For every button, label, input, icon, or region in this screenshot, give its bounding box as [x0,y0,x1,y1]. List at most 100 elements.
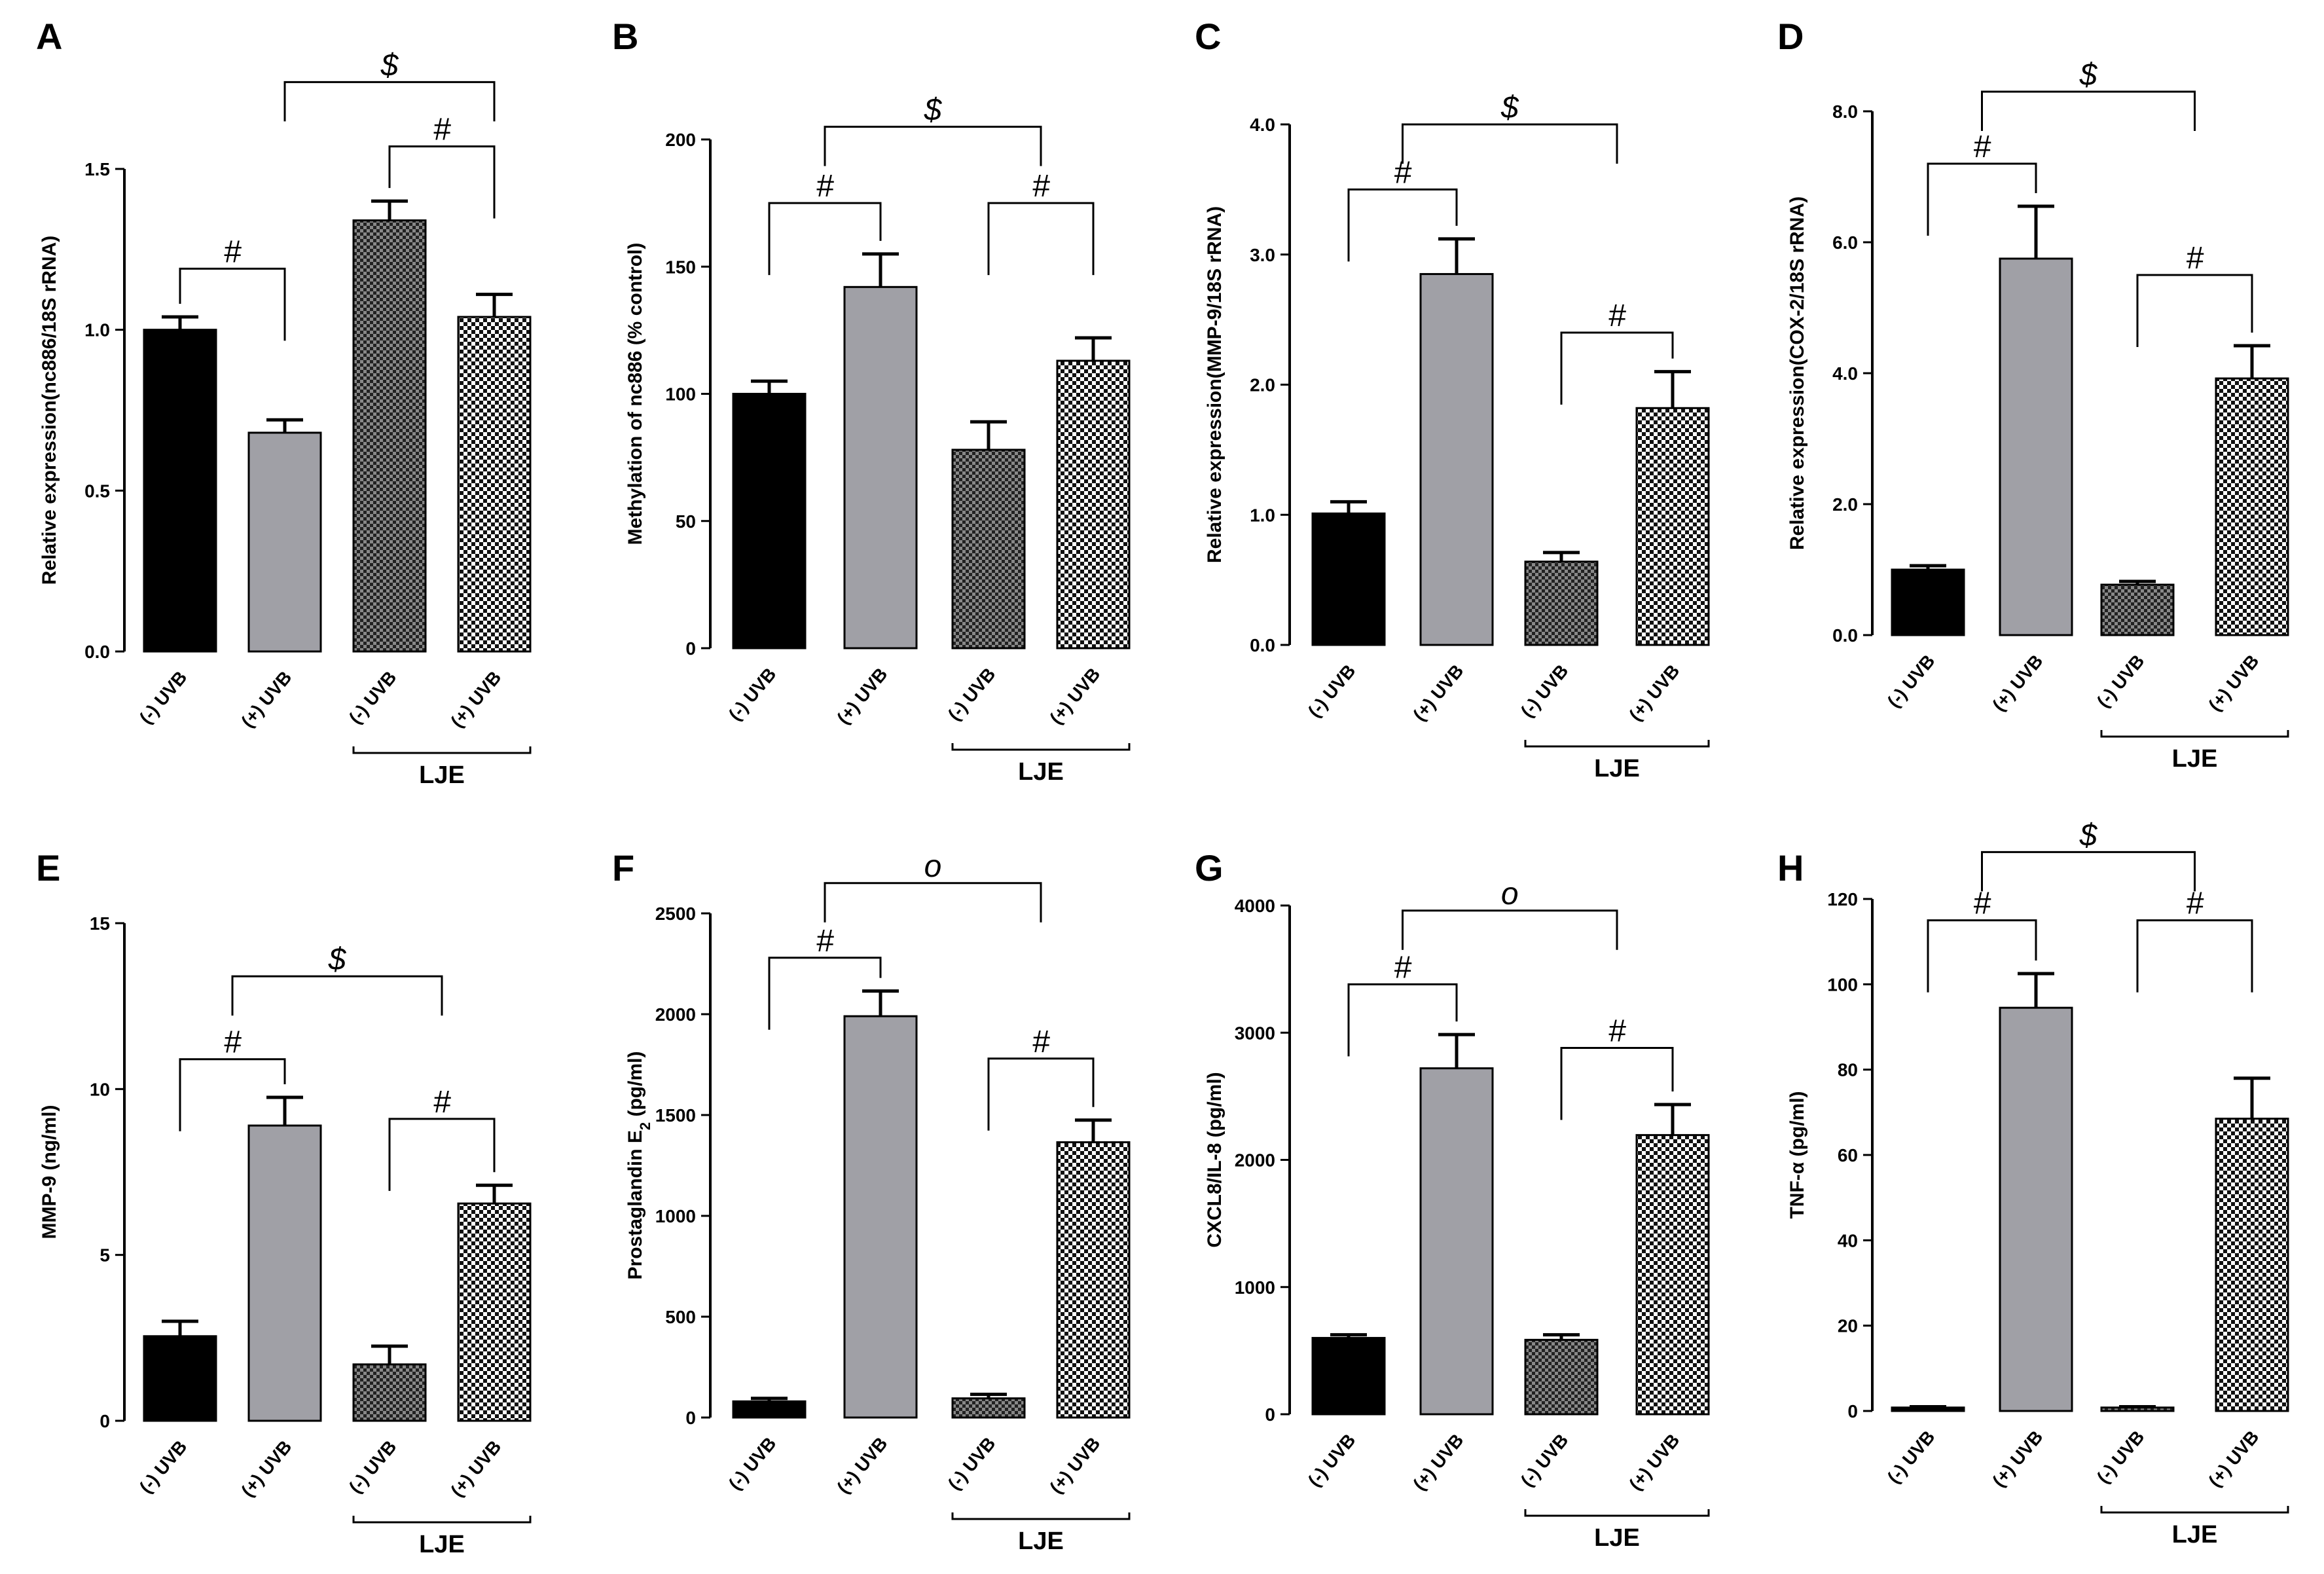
y-tick-label: 40 [1838,1230,1858,1251]
y-tick-label: 1.5 [84,159,110,179]
x-category-label: (-) UVB [136,667,191,728]
bar-3 [352,1363,427,1422]
group-label: LJE [2172,745,2218,773]
panel-letter: A [36,16,62,57]
significance-bracket [231,975,443,1016]
panel-letter: C [1195,16,1221,57]
y-tick-label: 2000 [1235,1150,1275,1171]
significance-marker: # [1394,950,1412,985]
x-category-label: (-) UVB [345,1437,401,1497]
bar-3 [352,219,427,653]
group-label: LJE [419,1531,465,1558]
y-axis-label: Methylation of nc886 (% control) [625,243,646,545]
significance-bracket [1347,983,1458,1057]
y-axis-label-units: (pg/ml) [625,1052,646,1122]
bar-3 [1524,1338,1599,1416]
y-tick-label: 2000 [655,1004,696,1025]
y-tick-label: 3000 [1235,1023,1275,1043]
group-bracket [951,743,1131,751]
bar-3 [951,1397,1026,1419]
y-tick-label: 60 [1838,1145,1858,1165]
significance-bracket [1560,1047,1674,1120]
bar-2 [247,1124,322,1422]
bar-1 [1311,512,1386,646]
significance-marker: # [433,113,452,147]
x-category-label: (-) UVB [345,667,401,728]
y-tick-label: 3.0 [1250,245,1275,265]
significance-bracket [179,267,286,341]
significance-bracket [1560,331,1674,405]
group-bracket [2100,1506,2289,1514]
significance-bracket [2136,274,2253,347]
panel-G: G 0 1000 2000 3000 4000 CXCL8/IL-8 (pg/ml) (-) … [1195,847,1710,1552]
y-tick-label: 80 [1838,1060,1858,1080]
x-category-label: (-) UVB [2093,1427,2149,1488]
bar-4 [1635,407,1710,646]
x-category-label: (+) UVB [446,1437,505,1501]
significance-marker: # [224,234,242,269]
y-tick-label: 0.0 [1250,635,1275,655]
significance-bracket [1402,909,1618,950]
y-axis-label: Relative expression(MMP-9/18S rRNA) [1204,206,1226,563]
significance-marker: $ [924,93,943,128]
bar-1 [1311,1336,1386,1416]
significance-marker: $ [328,942,347,977]
y-axis-label: CXCL8/IL-8 (pg/ml) [1204,1072,1226,1247]
x-category-label: (+) UVB [833,664,891,728]
y-tick-label: 200 [665,130,696,150]
significance-marker: # [224,1025,242,1060]
x-category-label: (+) UVB [1625,661,1683,725]
significance-marker: # [1032,1025,1051,1059]
y-tick-label: 2.0 [1250,375,1275,395]
group-bracket [1524,740,1710,748]
x-category-label: (-) UVB [944,1433,1000,1494]
x-category-label: (+) UVB [1988,1427,2046,1491]
y-axis-label: MMP-9 (ng/ml) [39,1105,60,1239]
bar-2 [1419,1067,1494,1416]
x-category-label: (+) UVB [1045,1433,1104,1497]
y-tick-label: 5 [100,1245,110,1266]
x-category-label: (-) UVB [2093,651,2149,712]
significance-bracket [824,126,1042,166]
significance-marker: # [2186,887,2204,921]
y-tick-label: 50 [676,511,696,532]
y-tick-label: 4.0 [1250,115,1275,135]
x-category-label: (-) UVB [1304,1430,1360,1491]
bar-2 [247,431,322,653]
significance-bracket [388,1118,496,1191]
y-tick-label: 10 [90,1079,110,1099]
significance-marker: o [1501,877,1519,911]
x-category-label: (+) UVB [1625,1430,1683,1494]
bar-3 [2100,583,2175,636]
panel-B: B 0 50 100 150 200 Methylation of nc886 (% con… [612,16,1131,786]
group-label: LJE [1594,755,1640,782]
significance-bracket [768,957,882,1030]
group-label: LJE [1018,1528,1064,1555]
bar-4 [457,316,532,653]
x-category-label: (+) UVB [1045,664,1104,728]
significance-bracket [388,145,496,219]
y-tick-label: 4.0 [1832,363,1858,384]
y-axis-label: Prostaglandin E2 (pg/ml) [625,1052,653,1280]
bar-1 [143,1335,217,1422]
significance-marker: $ [1500,90,1519,125]
bar-4 [457,1202,532,1422]
y-tick-label: 2.0 [1832,494,1858,515]
panel-C: C 0.0 1.0 2.0 3.0 4.0 Relative expression(MMP-… [1195,16,1710,782]
bar-1 [732,393,807,650]
y-tick-label: 500 [665,1307,696,1327]
y-tick-label: 1000 [655,1206,696,1226]
significance-marker: # [433,1085,452,1120]
y-tick-label: 0.0 [84,642,110,662]
y-tick-label: 1000 [1235,1277,1275,1298]
panel-letter: E [36,847,60,888]
y-tick-label: 6.0 [1832,232,1858,253]
bar-2 [1999,1006,2073,1412]
panel-letter: B [612,16,638,57]
panel-letter: D [1777,16,1804,57]
significance-bracket [987,202,1095,276]
significance-marker: # [1973,130,1991,164]
y-tick-label: 100 [1827,974,1858,995]
bar-1 [732,1400,807,1419]
